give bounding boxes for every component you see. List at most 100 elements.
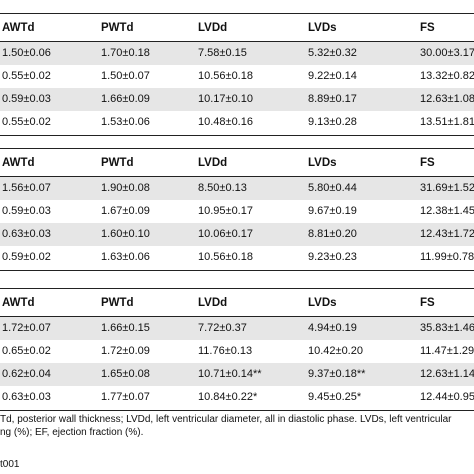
- cell-lvdd: 10.17±0.10: [198, 93, 253, 105]
- cell-lvdd: 10.84±0.22*: [198, 391, 258, 403]
- table-row: 0.55±0.02 1.53±0.06 10.48±0.16 9.13±0.28…: [0, 111, 474, 134]
- table-row: 0.59±0.03 1.66±0.09 10.17±0.10 8.89±0.17…: [0, 88, 474, 111]
- table-footnote-line-2: ng (%); EF, ejection fraction (%).: [0, 427, 144, 438]
- cell-pwtd: 1.67±0.09: [101, 205, 150, 217]
- table-row: 0.62±0.04 1.65±0.08 10.71±0.14** 9.37±0.…: [0, 363, 474, 386]
- cell-lvds: 5.32±0.32: [308, 47, 357, 59]
- cell-fs: 12.38±1.45: [420, 205, 474, 217]
- cell-pwtd: 1.70±0.18: [101, 47, 150, 59]
- header-fs: FS: [420, 157, 435, 169]
- cell-pwtd: 1.60±0.10: [101, 228, 150, 240]
- cell-awtd: 0.59±0.02: [2, 251, 51, 263]
- header-lvds: LVDs: [308, 297, 337, 309]
- table-2-bottom-rule: [0, 270, 474, 271]
- table-1-top-rule: [0, 13, 474, 14]
- cell-lvds: 9.67±0.19: [308, 205, 357, 217]
- cell-awtd: 0.62±0.04: [2, 368, 51, 380]
- cell-pwtd: 1.53±0.06: [101, 116, 150, 128]
- cell-lvds: 9.13±0.28: [308, 116, 357, 128]
- header-lvds: LVDs: [308, 157, 337, 169]
- cell-awtd: 1.56±0.07: [2, 182, 51, 194]
- table-row: 0.63±0.03 1.60±0.10 10.06±0.17 8.81±0.20…: [0, 223, 474, 246]
- header-awtd: AWTd: [2, 297, 35, 309]
- table-footnote-line-1: Td, posterior wall thickness; LVDd, left…: [0, 414, 452, 425]
- table-1-header-rule: [0, 41, 474, 42]
- cell-fs: 35.83±1.46: [420, 322, 474, 334]
- cell-fs: 12.63±1.08: [420, 93, 474, 105]
- table-3-header-rule: [0, 316, 474, 317]
- table-2-header-row: AWTd PWTd LVDd LVDs FS: [0, 152, 474, 175]
- cell-lvds: 4.94±0.19: [308, 322, 357, 334]
- table-row: 0.59±0.02 1.63±0.06 10.56±0.18 9.23±0.23…: [0, 246, 474, 269]
- header-fs: FS: [420, 297, 435, 309]
- cell-fs: 30.00±3.17: [420, 47, 474, 59]
- header-lvds: LVDs: [308, 22, 337, 34]
- header-pwtd: PWTd: [101, 22, 134, 34]
- cell-awtd: 0.63±0.03: [2, 228, 51, 240]
- cell-lvds: 9.22±0.14: [308, 70, 357, 82]
- cell-pwtd: 1.50±0.07: [101, 70, 150, 82]
- cell-pwtd: 1.66±0.15: [101, 322, 150, 334]
- cell-pwtd: 1.90±0.08: [101, 182, 150, 194]
- cell-fs: 31.69±1.52: [420, 182, 474, 194]
- table-row: 1.72±0.07 1.66±0.15 7.72±0.37 4.94±0.19 …: [0, 317, 474, 340]
- cell-fs: 12.44±0.95: [420, 391, 474, 403]
- cell-awtd: 0.63±0.03: [2, 391, 51, 403]
- cell-fs: 11.99±0.78: [420, 251, 474, 263]
- cell-fs: 12.43±1.72: [420, 228, 474, 240]
- cell-lvdd: 10.06±0.17: [198, 228, 253, 240]
- table-row: 0.59±0.03 1.67±0.09 10.95±0.17 9.67±0.19…: [0, 200, 474, 223]
- cell-pwtd: 1.72±0.09: [101, 345, 150, 357]
- table-row: 1.56±0.07 1.90±0.08 8.50±0.13 5.80±0.44 …: [0, 177, 474, 200]
- table-3-bottom-rule: [0, 410, 474, 411]
- header-lvdd: LVDd: [198, 157, 228, 169]
- cell-lvds: 8.89±0.17: [308, 93, 357, 105]
- table-reference-id: t001: [0, 459, 20, 470]
- cell-lvds: 9.37±0.18**: [308, 368, 366, 380]
- cell-pwtd: 1.65±0.08: [101, 368, 150, 380]
- table-1-header-row: AWTd PWTd LVDd LVDs FS: [0, 17, 474, 40]
- table-2-top-rule: [0, 148, 474, 149]
- table-row: 0.65±0.02 1.72±0.09 11.76±0.13 10.42±0.2…: [0, 340, 474, 363]
- cell-lvds: 5.80±0.44: [308, 182, 357, 194]
- cell-lvdd: 10.56±0.18: [198, 251, 253, 263]
- table-1-bottom-rule: [0, 135, 474, 136]
- table-row: 0.55±0.02 1.50±0.07 10.56±0.18 9.22±0.14…: [0, 65, 474, 88]
- header-lvdd: LVDd: [198, 297, 228, 309]
- cell-awtd: 0.55±0.02: [2, 70, 51, 82]
- cell-lvdd: 10.56±0.18: [198, 70, 253, 82]
- table-3-top-rule: [0, 288, 474, 289]
- header-awtd: AWTd: [2, 22, 35, 34]
- cell-fs: 13.32±0.82: [420, 70, 474, 82]
- cell-lvdd: 11.76±0.13: [198, 345, 253, 357]
- cell-fs: 13.51±1.81: [420, 116, 474, 128]
- cell-awtd: 0.55±0.02: [2, 116, 51, 128]
- header-lvdd: LVDd: [198, 22, 228, 34]
- cell-lvdd: 10.48±0.16: [198, 116, 253, 128]
- cell-lvdd: 10.95±0.17: [198, 205, 253, 217]
- cell-lvds: 8.81±0.20: [308, 228, 357, 240]
- cell-lvdd: 7.72±0.37: [198, 322, 247, 334]
- cell-lvds: 9.45±0.25*: [308, 391, 362, 403]
- cell-awtd: 1.50±0.06: [2, 47, 51, 59]
- cell-awtd: 0.65±0.02: [2, 345, 51, 357]
- header-awtd: AWTd: [2, 157, 35, 169]
- header-fs: FS: [420, 22, 435, 34]
- cell-pwtd: 1.77±0.07: [101, 391, 150, 403]
- cell-pwtd: 1.63±0.06: [101, 251, 150, 263]
- cell-lvdd: 10.71±0.14**: [198, 368, 262, 380]
- table-row: 1.50±0.06 1.70±0.18 7.58±0.15 5.32±0.32 …: [0, 42, 474, 65]
- cell-awtd: 0.59±0.03: [2, 205, 51, 217]
- cell-pwtd: 1.66±0.09: [101, 93, 150, 105]
- table-row: 0.63±0.03 1.77±0.07 10.84±0.22* 9.45±0.2…: [0, 386, 474, 409]
- cell-lvds: 10.42±0.20: [308, 345, 363, 357]
- header-pwtd: PWTd: [101, 157, 134, 169]
- table-2-header-rule: [0, 176, 474, 177]
- cell-awtd: 0.59±0.03: [2, 93, 51, 105]
- header-pwtd: PWTd: [101, 297, 134, 309]
- table-3-header-row: AWTd PWTd LVDd LVDs FS: [0, 292, 474, 315]
- cell-fs: 11.47±1.29: [420, 345, 474, 357]
- cell-lvdd: 8.50±0.13: [198, 182, 247, 194]
- cell-fs: 12.63±1.14: [420, 368, 474, 380]
